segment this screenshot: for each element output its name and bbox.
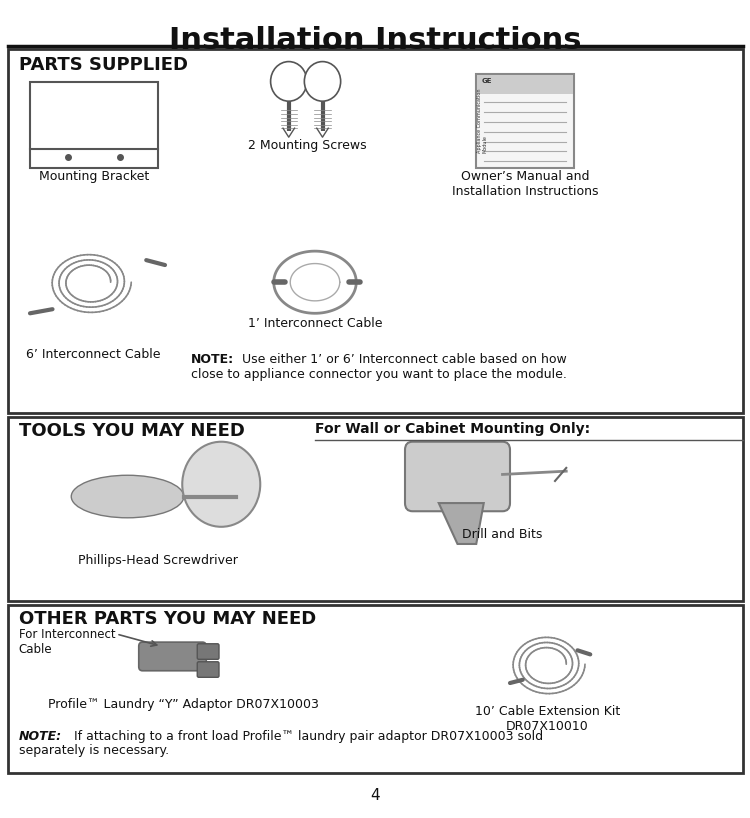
Text: Installation Instructions: Installation Instructions — [169, 26, 581, 55]
Polygon shape — [439, 503, 484, 544]
Text: Phillips-Head Screwdriver: Phillips-Head Screwdriver — [77, 554, 238, 567]
Text: PARTS SUPPLIED: PARTS SUPPLIED — [19, 56, 188, 74]
Ellipse shape — [71, 475, 184, 518]
Circle shape — [271, 61, 307, 101]
FancyBboxPatch shape — [30, 82, 158, 168]
Text: 6’ Interconnect Cable: 6’ Interconnect Cable — [26, 348, 161, 361]
Text: TOOLS YOU MAY NEED: TOOLS YOU MAY NEED — [19, 422, 244, 440]
FancyBboxPatch shape — [197, 644, 219, 659]
Text: Use either 1’ or 6’ Interconnect cable based on how: Use either 1’ or 6’ Interconnect cable b… — [238, 353, 567, 366]
Text: 1’ Interconnect Cable: 1’ Interconnect Cable — [248, 317, 382, 330]
Text: NOTE:: NOTE: — [191, 353, 234, 366]
Text: GE: GE — [482, 78, 492, 83]
FancyBboxPatch shape — [197, 662, 219, 677]
Text: Appliance Communication
Module: Appliance Communication Module — [477, 89, 488, 153]
Text: If attaching to a front load Profile™ laundry pair adaptor DR07X10003 sold: If attaching to a front load Profile™ la… — [70, 730, 543, 743]
FancyBboxPatch shape — [8, 417, 742, 601]
FancyBboxPatch shape — [405, 442, 510, 511]
Text: NOTE:: NOTE: — [19, 730, 62, 743]
Text: Drill and Bits: Drill and Bits — [462, 528, 543, 541]
Circle shape — [304, 61, 340, 101]
FancyBboxPatch shape — [476, 74, 574, 168]
Text: separately is necessary.: separately is necessary. — [19, 744, 169, 757]
Text: For Wall or Cabinet Mounting Only:: For Wall or Cabinet Mounting Only: — [315, 422, 590, 436]
Circle shape — [182, 442, 260, 527]
Text: Owner’s Manual and
Installation Instructions: Owner’s Manual and Installation Instruct… — [452, 170, 598, 198]
FancyBboxPatch shape — [8, 49, 742, 413]
FancyBboxPatch shape — [8, 605, 742, 773]
FancyBboxPatch shape — [139, 642, 206, 671]
Text: Mounting Bracket: Mounting Bracket — [39, 170, 148, 183]
Text: OTHER PARTS YOU MAY NEED: OTHER PARTS YOU MAY NEED — [19, 610, 316, 628]
FancyBboxPatch shape — [477, 75, 573, 94]
Text: Profile™ Laundry “Y” Adaptor DR07X10003: Profile™ Laundry “Y” Adaptor DR07X10003 — [48, 698, 320, 711]
Text: 10’ Cable Extension Kit
DR07X10010: 10’ Cable Extension Kit DR07X10010 — [475, 705, 620, 733]
Text: 4: 4 — [370, 788, 380, 802]
Text: For Interconnect
Cable: For Interconnect Cable — [19, 628, 116, 656]
Text: close to appliance connector you want to place the module.: close to appliance connector you want to… — [191, 368, 567, 381]
Text: 2 Mounting Screws: 2 Mounting Screws — [248, 139, 367, 152]
